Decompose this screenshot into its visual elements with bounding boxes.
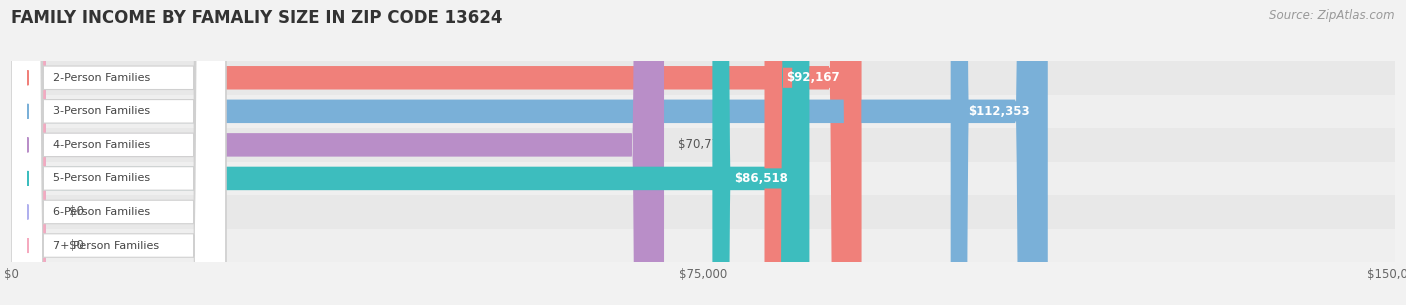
Text: $86,518: $86,518 [734, 172, 787, 185]
FancyBboxPatch shape [11, 0, 46, 305]
FancyBboxPatch shape [765, 0, 862, 305]
FancyBboxPatch shape [11, 0, 226, 305]
FancyBboxPatch shape [11, 61, 1395, 95]
Text: $112,353: $112,353 [969, 105, 1031, 118]
FancyBboxPatch shape [11, 0, 810, 305]
Text: 4-Person Families: 4-Person Families [53, 140, 150, 150]
Text: 7+ Person Families: 7+ Person Families [53, 241, 159, 250]
FancyBboxPatch shape [11, 0, 1047, 305]
FancyBboxPatch shape [11, 95, 1395, 128]
Text: 6-Person Families: 6-Person Families [53, 207, 150, 217]
FancyBboxPatch shape [11, 128, 1395, 162]
FancyBboxPatch shape [11, 0, 46, 305]
FancyBboxPatch shape [11, 162, 1395, 195]
Text: 5-Person Families: 5-Person Families [53, 174, 150, 183]
FancyBboxPatch shape [11, 0, 226, 305]
FancyBboxPatch shape [11, 0, 226, 305]
FancyBboxPatch shape [950, 0, 1047, 305]
Text: FAMILY INCOME BY FAMALIY SIZE IN ZIP CODE 13624: FAMILY INCOME BY FAMALIY SIZE IN ZIP COD… [11, 9, 503, 27]
Text: Source: ZipAtlas.com: Source: ZipAtlas.com [1270, 9, 1395, 22]
Text: $70,776: $70,776 [678, 138, 727, 151]
Text: 2-Person Families: 2-Person Families [53, 73, 150, 83]
Text: 3-Person Families: 3-Person Families [53, 106, 150, 116]
FancyBboxPatch shape [11, 195, 1395, 229]
FancyBboxPatch shape [11, 0, 226, 305]
FancyBboxPatch shape [11, 0, 226, 305]
FancyBboxPatch shape [11, 0, 664, 305]
Text: $92,167: $92,167 [786, 71, 839, 84]
Text: $0: $0 [69, 206, 84, 218]
FancyBboxPatch shape [11, 229, 1395, 262]
FancyBboxPatch shape [11, 0, 226, 305]
FancyBboxPatch shape [713, 0, 810, 305]
FancyBboxPatch shape [11, 0, 862, 305]
Text: $0: $0 [69, 239, 84, 252]
